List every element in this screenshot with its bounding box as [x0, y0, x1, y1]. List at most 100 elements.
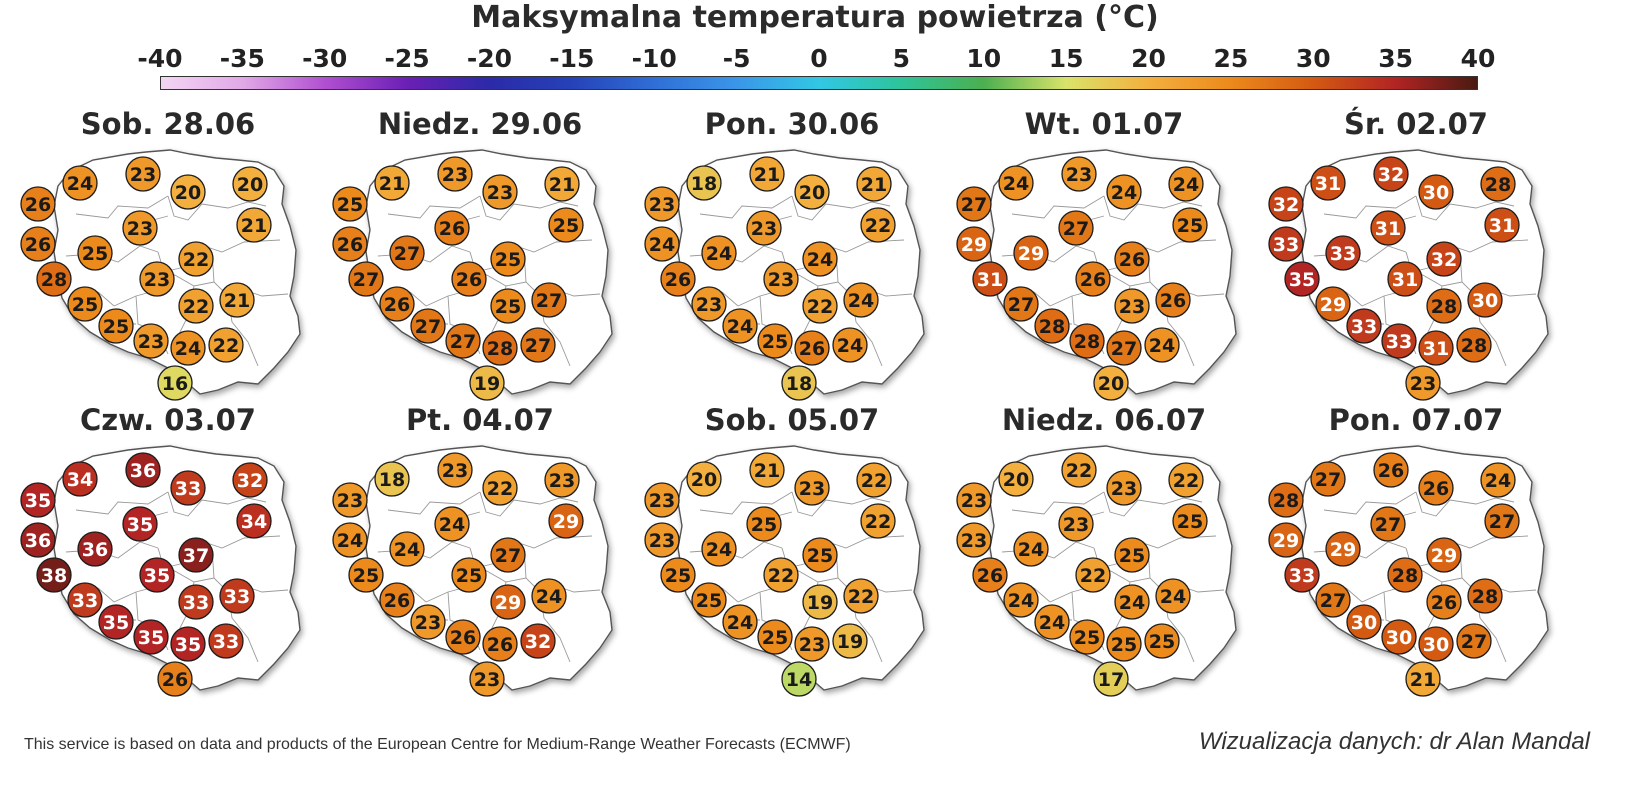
temperature-bubble [1418, 626, 1454, 662]
temperature-bubble [348, 557, 384, 593]
temperature-value: 22 [861, 470, 887, 492]
temperature-value: 23 [961, 490, 987, 512]
temperature-value: 17 [1098, 669, 1124, 691]
temperature-bubble [531, 578, 567, 614]
temperature-marker: 35 [98, 604, 134, 640]
temperature-marker: 25 [332, 186, 368, 222]
temperature-bubble [860, 207, 896, 243]
temperature-marker: 23 [691, 286, 727, 322]
temperature-bubble [232, 462, 268, 498]
temperature-marker: 27 [410, 308, 446, 344]
temperature-marker: 21 [374, 165, 410, 201]
temperature-bubble [20, 482, 56, 518]
temperature-bubble [389, 235, 425, 271]
temperature-bubble [170, 626, 206, 662]
temperature-value: 25 [762, 331, 788, 353]
temperature-marker: 33 [208, 623, 244, 659]
temperature-bubble [1114, 537, 1150, 573]
temperature-marker: 22 [860, 503, 896, 539]
temperature-value: 22 [807, 296, 833, 318]
temperature-marker: 23 [1061, 156, 1097, 192]
temperature-value: 22 [183, 249, 209, 271]
day-label: Czw. 03.07 [80, 403, 256, 437]
temperature-bubble [691, 286, 727, 322]
temperature-marker: 27 [1106, 330, 1142, 366]
temperature-bubble [746, 210, 782, 246]
temperature-value: 26 [162, 669, 188, 691]
temperature-bubble [1003, 582, 1039, 618]
temperature-marker: 16 [157, 365, 193, 401]
temperature-marker: 21 [219, 282, 255, 318]
temperature-marker: 28 [1387, 557, 1423, 593]
temperature-value: 33 [1289, 565, 1315, 587]
temperature-value: 21 [549, 174, 575, 196]
temperature-value: 24 [848, 290, 874, 312]
temperature-value: 26 [384, 590, 410, 612]
temperature-bubble [1456, 623, 1492, 659]
temperature-marker: 24 [644, 226, 680, 262]
temperature-bubble [437, 156, 473, 192]
temperature-value: 33 [175, 478, 201, 500]
temperature-bubble [832, 327, 868, 363]
temperature-marker: 24 [843, 282, 879, 318]
voivodeship-border [1011, 195, 1105, 219]
temperature-value: 32 [1431, 249, 1457, 271]
temperature-bubble [1381, 619, 1417, 655]
temperature-value: 33 [1330, 243, 1356, 265]
temperature-marker: 32 [520, 623, 556, 659]
temperature-marker: 22 [763, 557, 799, 593]
temperature-value: 27 [1315, 469, 1341, 491]
temperature-bubble [972, 261, 1008, 297]
colorbar-tick-label: -35 [219, 44, 265, 73]
temperature-marker: 29 [548, 503, 584, 539]
temperature-value: 24 [807, 249, 833, 271]
temperature-bubble [469, 365, 505, 401]
colorbar-tick-label: 10 [966, 44, 1002, 73]
temperature-marker: 20 [232, 166, 268, 202]
temperature-bubble [794, 330, 830, 366]
temperature-marker: 32 [1426, 241, 1462, 277]
temperature-marker: 33 [170, 470, 206, 506]
temperature-value: 20 [691, 469, 717, 491]
temperature-value: 25 [696, 590, 722, 612]
temperature-bubble [445, 619, 481, 655]
temperature-bubble [434, 506, 470, 542]
temperature-bubble [437, 452, 473, 488]
temperature-value: 23 [1410, 373, 1436, 395]
temperature-marker: 27 [956, 186, 992, 222]
temperature-bubble [178, 584, 214, 620]
temperature-value: 32 [1378, 164, 1404, 186]
temperature-marker: 25 [451, 557, 487, 593]
temperature-marker: 28 [1034, 308, 1070, 344]
temperature-value: 30 [1423, 634, 1449, 656]
temperature-value: 25 [807, 545, 833, 567]
temperature-marker: 19 [802, 584, 838, 620]
temperature-marker: 29 [490, 584, 526, 620]
temperature-marker: 24 [1480, 462, 1516, 498]
temperature-marker: 24 [62, 165, 98, 201]
temperature-marker: 24 [1013, 531, 1049, 567]
temperature-marker: 35 [133, 619, 169, 655]
temperature-value: 26 [1431, 592, 1457, 614]
temperature-marker: 24 [1114, 584, 1150, 620]
temperature-bubble [20, 186, 56, 222]
temperature-value: 27 [1461, 631, 1487, 653]
temperature-marker: 30 [1381, 619, 1417, 655]
temperature-value: 32 [1273, 194, 1299, 216]
temperature-marker: 23 [410, 604, 446, 640]
temperature-value: 27 [961, 194, 987, 216]
temperature-bubble [802, 288, 838, 324]
temperature-marker: 24 [389, 531, 425, 567]
temperature-value: 26 [337, 234, 363, 256]
temperature-value: 21 [754, 164, 780, 186]
temperature-bubble [208, 327, 244, 363]
temperature-value: 22 [865, 215, 891, 237]
temperature-marker: 28 [36, 261, 72, 297]
voivodeship-border [791, 491, 891, 517]
temperature-bubble [644, 186, 680, 222]
temperature-value: 26 [977, 565, 1003, 587]
temperature-marker: 27 [1003, 286, 1039, 322]
voivodeship-border [1103, 195, 1203, 221]
temperature-bubble [1315, 582, 1351, 618]
voivodeship-border [387, 195, 481, 219]
